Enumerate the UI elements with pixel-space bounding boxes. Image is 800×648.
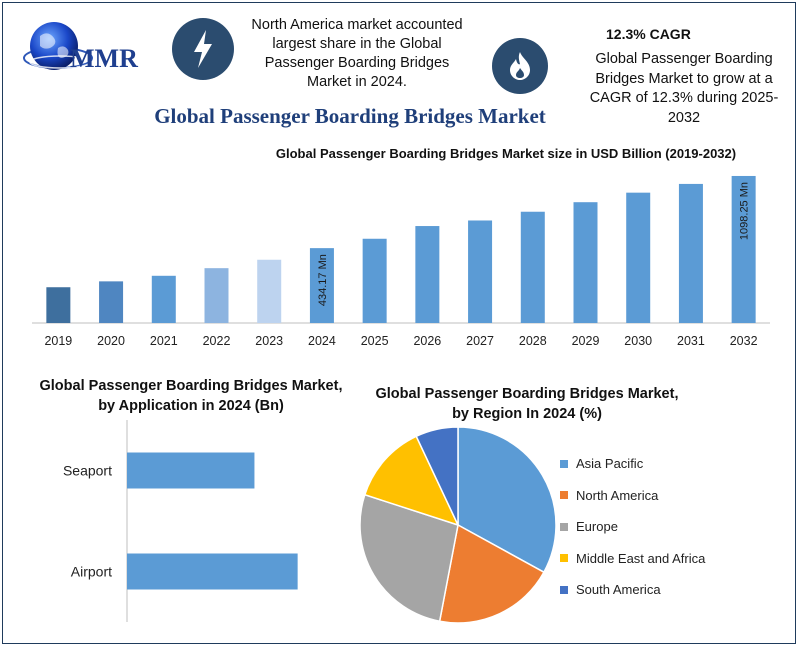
legend-item: Europe bbox=[560, 511, 705, 543]
bar-tick-label: 2020 bbox=[97, 334, 125, 348]
legend-swatch bbox=[560, 554, 568, 563]
bar-2028 bbox=[520, 211, 545, 323]
pie-slice-asia-pacific bbox=[457, 426, 557, 574]
legend-item: South America bbox=[560, 574, 705, 606]
bar-data-label: 434.17 Mn bbox=[317, 254, 329, 306]
globe-icon bbox=[23, 22, 93, 70]
bar-tick-label: 2021 bbox=[150, 334, 178, 348]
legend-label: Asia Pacific bbox=[576, 456, 644, 472]
pie-slice-middle-east-and-africa bbox=[363, 435, 460, 527]
cagr-heading: 12.3% CAGR bbox=[606, 26, 691, 42]
legend-label: Middle East and Africa bbox=[576, 550, 706, 566]
bar-tick-label: 2022 bbox=[203, 334, 231, 348]
main-title: Global Passenger Boarding Bridges Market bbox=[154, 104, 546, 128]
hbar-airport bbox=[127, 553, 298, 590]
bar-2020 bbox=[99, 281, 124, 323]
legend-swatch bbox=[560, 459, 568, 468]
bar-2029 bbox=[573, 202, 598, 323]
legend-swatch bbox=[560, 585, 568, 594]
legend-item: North America bbox=[560, 480, 705, 512]
bar-2031 bbox=[678, 183, 703, 323]
bar-2024 bbox=[309, 248, 334, 323]
bar-tick-label: 2028 bbox=[519, 334, 547, 348]
pie-slice-north-america bbox=[438, 523, 545, 624]
application-chart-title: Global Passenger Boarding Bridges Market… bbox=[39, 378, 343, 414]
legend-item: Asia Pacific bbox=[560, 448, 705, 480]
north-america-note: North America market accounted largest s… bbox=[251, 17, 463, 90]
bar-2025 bbox=[362, 238, 387, 323]
bar-2019 bbox=[46, 287, 71, 323]
bar-2027 bbox=[468, 220, 493, 323]
cagr-note: Global Passenger Boarding Bridges Market… bbox=[589, 51, 779, 126]
hbar-category-label: Airport bbox=[71, 564, 112, 580]
bar-tick-label: 2031 bbox=[677, 334, 705, 348]
bar-2023 bbox=[257, 259, 282, 323]
region-chart-title: Global Passenger Boarding Bridges Market… bbox=[375, 386, 679, 422]
legend-label: Europe bbox=[576, 519, 618, 535]
bar-2030 bbox=[626, 192, 651, 323]
legend-label: North America bbox=[576, 487, 659, 503]
bar-data-label: 1098.25 Mn bbox=[739, 182, 751, 240]
bar-tick-label: 2027 bbox=[466, 334, 494, 348]
lightning-bolt-icon bbox=[194, 30, 212, 68]
pie-slice-europe bbox=[359, 493, 459, 623]
bar-tick-label: 2030 bbox=[624, 334, 652, 348]
logo-text: MMR bbox=[70, 44, 138, 73]
flame-icon bbox=[510, 52, 530, 80]
lightning-circle bbox=[172, 18, 234, 80]
legend-swatch bbox=[560, 522, 568, 531]
pie-legend: Asia Pacific North America Europe Middle Ea… bbox=[560, 448, 705, 606]
legend-label: South America bbox=[576, 582, 661, 598]
hbar-category-label: Seaport bbox=[63, 463, 112, 479]
legend-swatch bbox=[560, 491, 568, 500]
hbar-seaport bbox=[127, 452, 255, 489]
bar-tick-label: 2023 bbox=[255, 334, 283, 348]
pie-slice-south-america bbox=[415, 426, 459, 526]
bar-2026 bbox=[415, 226, 440, 323]
bar-tick-label: 2029 bbox=[572, 334, 600, 348]
bar-2022 bbox=[204, 268, 229, 323]
bar-2021 bbox=[151, 275, 176, 323]
bar-tick-label: 2032 bbox=[730, 334, 758, 348]
bar-tick-label: 2019 bbox=[44, 334, 72, 348]
bar-tick-label: 2025 bbox=[361, 334, 389, 348]
bar-chart-title: Global Passenger Boarding Bridges Market… bbox=[275, 146, 737, 161]
legend-item: Middle East and Africa bbox=[560, 543, 705, 575]
bar-2032 bbox=[731, 175, 756, 323]
bar-tick-label: 2024 bbox=[308, 334, 336, 348]
bar-tick-label: 2026 bbox=[413, 334, 441, 348]
flame-circle bbox=[492, 38, 548, 94]
